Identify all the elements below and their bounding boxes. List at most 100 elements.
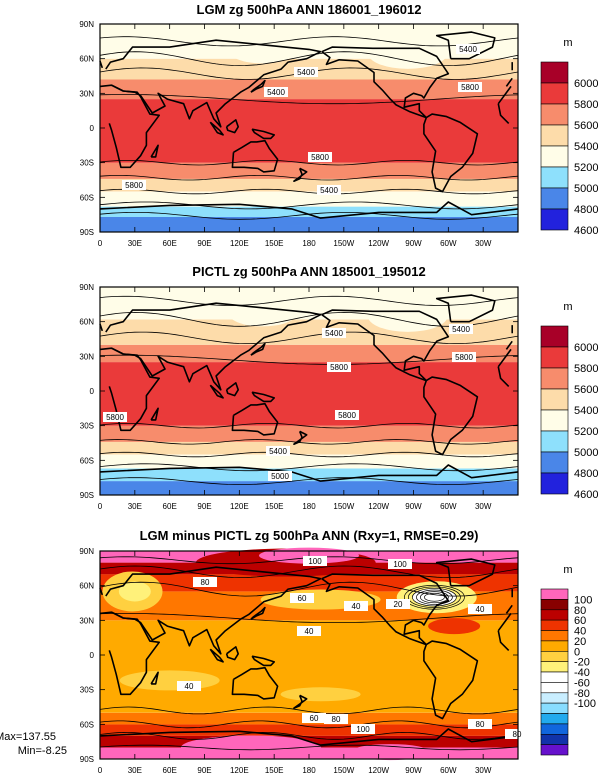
x-tick-label: 30E	[128, 239, 142, 248]
x-tick-label: 150W	[333, 239, 354, 248]
y-tick-label: 60N	[79, 582, 94, 591]
colorbar-swatch	[540, 640, 569, 652]
contour-label: 5800	[338, 411, 356, 420]
panel-title: PICTL zg 500hPa ANN 185001_195012	[192, 264, 425, 279]
colorbar-label: 5200	[574, 426, 598, 438]
contour-label: 20	[394, 600, 403, 609]
continent-outline	[250, 342, 266, 356]
x-tick-label: 120W	[368, 239, 389, 248]
colorbar-swatch	[540, 599, 569, 611]
contour-label-bg	[294, 67, 318, 77]
field-bands	[100, 287, 518, 495]
contour-line	[99, 212, 519, 220]
field-blob	[367, 36, 448, 69]
contour-label-bg	[297, 626, 321, 636]
colorbar-swatch	[540, 82, 569, 105]
contour-labels: 100 100 80 60 40 20 40 40 40 60 80 100 80 80	[177, 556, 529, 739]
contour-line	[99, 295, 519, 306]
contour-lines	[99, 556, 519, 751]
colorbar-swatch	[540, 650, 569, 662]
y-tick-label: 60S	[80, 193, 94, 202]
x-tick-label: 30W	[475, 502, 492, 511]
continent-outline	[423, 640, 479, 720]
contour-label-bg	[324, 714, 348, 724]
y-tick-label: 0	[90, 124, 95, 133]
continent-outline	[209, 121, 224, 136]
contour-label: 5400	[325, 329, 343, 338]
continent-outline	[99, 39, 513, 128]
contour-line	[99, 160, 519, 166]
continent-outline	[108, 611, 512, 696]
contour-line	[408, 586, 461, 608]
colorbar-label: -60	[574, 677, 590, 689]
x-tick-label: 150E	[265, 502, 284, 511]
x-tick-label: 30W	[475, 239, 492, 248]
x-tick-label: 150W	[333, 766, 354, 775]
colorbar-label: 5200	[574, 162, 598, 174]
field-bands	[100, 24, 518, 232]
y-tick-label: 0	[90, 651, 95, 660]
x-tick-label: 90E	[197, 239, 211, 248]
x-tick-label: 90W	[405, 239, 422, 248]
y-tick-label: 0	[90, 387, 95, 396]
contour-label-bg	[266, 446, 290, 456]
colorbar-label: 5600	[574, 384, 598, 396]
x-tick-label: 60W	[440, 766, 457, 775]
colorbar-label: -100	[574, 698, 596, 710]
x-tick-label: 60W	[440, 239, 457, 248]
colorbar-label: 5000	[574, 183, 598, 195]
field-band	[100, 178, 518, 192]
colorbar-swatch	[540, 733, 569, 745]
colorbar-swatch	[540, 661, 569, 673]
x-tick-label: 120E	[230, 766, 249, 775]
colorbar-swatch	[540, 588, 569, 600]
contour-line	[99, 720, 519, 729]
contour-label: 40	[305, 627, 314, 636]
contour-label: 40	[185, 682, 194, 691]
contour-line	[99, 36, 519, 47]
contour-label: 60	[298, 594, 307, 603]
colorbar-label: 4600	[574, 489, 598, 501]
y-tick-label: 30N	[79, 89, 94, 98]
colorbar-label: 40	[574, 626, 586, 638]
x-tick-label: 120E	[230, 502, 249, 511]
colorbar-label: 20	[574, 636, 586, 648]
colorbar-swatch	[540, 103, 569, 126]
y-tick-label: 30S	[80, 159, 94, 168]
colorbar-label: -20	[574, 657, 590, 669]
contour-label-bg	[452, 352, 476, 362]
colorbar-unit: m	[563, 37, 572, 49]
contour-label: 100	[393, 560, 407, 569]
contour-labels: 5400 5400 5800 5800 5800 5400 5400	[122, 44, 482, 195]
field-band	[100, 724, 518, 736]
continent-outline	[251, 128, 275, 140]
min-stat: Min=-8.25	[18, 745, 67, 757]
contour-label: 5400	[269, 447, 287, 456]
contour-label: 40	[476, 605, 485, 614]
continent-outline	[435, 31, 496, 60]
panel-lgm: LGM zg 500hPa ANN 186001_196012 54005400…	[79, 2, 598, 248]
contour-line	[99, 451, 519, 458]
continent-outline	[99, 302, 513, 391]
contour-line	[424, 592, 445, 602]
contour-label: 100	[308, 557, 322, 566]
continent-outline	[231, 139, 279, 173]
continent-outlines	[99, 294, 519, 482]
contour-label: 5000	[271, 472, 289, 481]
panel-pictl: PICTL zg 500hPa ANN 185001_195012 5400 54…	[79, 264, 598, 511]
panel-diff: LGM minus PICTL zg 500hPa ANN (Rxy=1, RM…	[0, 528, 596, 775]
contour-line	[99, 477, 519, 485]
y-tick-label: 30N	[79, 352, 94, 361]
contour-line	[416, 589, 453, 605]
contour-label-bg	[290, 593, 314, 603]
x-tick-label: 30E	[128, 766, 142, 775]
y-tick-label: 30N	[79, 616, 94, 625]
field-band	[100, 319, 518, 345]
x-tick-label: 0	[98, 766, 103, 775]
contour-line	[99, 565, 519, 579]
colorbar-swatch	[540, 145, 569, 168]
contour-label-bg	[302, 713, 326, 723]
contour-label: 5800	[455, 353, 473, 362]
contour-lines	[99, 36, 519, 220]
